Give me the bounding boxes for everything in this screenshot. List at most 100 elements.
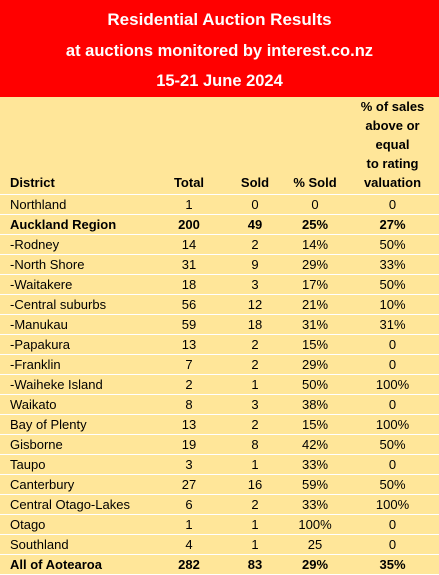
table-header-row: District Total Sold % Sold % of sales ab… — [0, 97, 439, 195]
header-total: Total — [152, 97, 226, 195]
cell-district: -Franklin — [0, 354, 152, 375]
cell-pct-above-valuation: 0 — [346, 194, 439, 215]
cell-sold: 1 — [226, 374, 284, 395]
table-body: Northland 1 0 0 0 Auckland Region 200 49 25% 27% -… — [0, 194, 439, 575]
cell-sold: 12 — [226, 294, 284, 315]
cell-pct-above-valuation: 50% — [346, 474, 439, 495]
auction-results-table: District Total Sold % Sold % of sales ab… — [0, 97, 439, 575]
cell-district: All of Aotearoa — [0, 554, 152, 575]
cell-total: 13 — [152, 414, 226, 435]
cell-total: 18 — [152, 274, 226, 295]
cell-total: 2 — [152, 374, 226, 395]
header-pct-above-line3: to rating — [366, 156, 419, 171]
header-district: District — [0, 97, 152, 195]
cell-district: Gisborne — [0, 434, 152, 455]
header-pct-above-line4: valuation — [363, 175, 422, 190]
cell-district: Southland — [0, 534, 152, 555]
cell-sold: 0 — [226, 194, 284, 215]
cell-pct-above-valuation: 0 — [346, 534, 439, 555]
cell-sold: 3 — [226, 394, 284, 415]
cell-district: Waikato — [0, 394, 152, 415]
title-banner: Residential Auction Results at auctions … — [0, 0, 439, 97]
cell-pct-above-valuation: 31% — [346, 314, 439, 335]
table-row: Bay of Plenty 13 2 15% 100% — [0, 414, 439, 435]
cell-total: 13 — [152, 334, 226, 355]
cell-pct-sold: 33% — [284, 454, 346, 475]
cell-sold: 83 — [226, 554, 284, 575]
cell-total: 282 — [152, 554, 226, 575]
cell-sold: 2 — [226, 494, 284, 515]
cell-sold: 1 — [226, 454, 284, 475]
cell-total: 3 — [152, 454, 226, 475]
cell-pct-sold: 59% — [284, 474, 346, 495]
cell-pct-above-valuation: 50% — [346, 434, 439, 455]
cell-pct-sold: 42% — [284, 434, 346, 455]
cell-sold: 2 — [226, 414, 284, 435]
cell-pct-sold: 0 — [284, 194, 346, 215]
cell-pct-above-valuation: 0 — [346, 334, 439, 355]
cell-district: Otago — [0, 514, 152, 535]
table-row: Taupo 3 1 33% 0 — [0, 454, 439, 475]
cell-sold: 1 — [226, 514, 284, 535]
cell-pct-sold: 29% — [284, 354, 346, 375]
table-row: -North Shore 31 9 29% 33% — [0, 254, 439, 275]
report-date-range: 15-21 June 2024 — [156, 72, 283, 90]
cell-district: -Rodney — [0, 234, 152, 255]
cell-sold: 18 — [226, 314, 284, 335]
cell-pct-sold: 21% — [284, 294, 346, 315]
cell-total: 1 — [152, 194, 226, 215]
table-row: Northland 1 0 0 0 — [0, 194, 439, 215]
cell-pct-sold: 29% — [284, 554, 346, 575]
header-pct-above-line2: above or equal — [365, 118, 420, 152]
cell-pct-sold: 50% — [284, 374, 346, 395]
cell-district: Central Otago-Lakes — [0, 494, 152, 515]
cell-total: 27 — [152, 474, 226, 495]
cell-pct-above-valuation: 50% — [346, 274, 439, 295]
cell-district: -Papakura — [0, 334, 152, 355]
table-row: Southland 4 1 25 0 — [0, 534, 439, 555]
cell-pct-sold: 14% — [284, 234, 346, 255]
cell-pct-sold: 29% — [284, 254, 346, 275]
cell-total: 4 — [152, 534, 226, 555]
cell-total: 14 — [152, 234, 226, 255]
cell-total: 56 — [152, 294, 226, 315]
table-row: Canterbury 27 16 59% 50% — [0, 474, 439, 495]
cell-district: -Waitakere — [0, 274, 152, 295]
cell-total: 6 — [152, 494, 226, 515]
cell-pct-above-valuation: 35% — [346, 554, 439, 575]
table-row: Waikato 8 3 38% 0 — [0, 394, 439, 415]
cell-sold: 8 — [226, 434, 284, 455]
cell-pct-sold: 15% — [284, 414, 346, 435]
table-row: All of Aotearoa 282 83 29% 35% — [0, 554, 439, 575]
header-pct-above-valuation: % of sales above or equal to rating valu… — [346, 97, 439, 195]
table-row: -Manukau 59 18 31% 31% — [0, 314, 439, 335]
cell-pct-above-valuation: 10% — [346, 294, 439, 315]
cell-total: 8 — [152, 394, 226, 415]
cell-sold: 2 — [226, 234, 284, 255]
cell-district: Bay of Plenty — [0, 414, 152, 435]
report-title: Residential Auction Results — [107, 10, 332, 29]
cell-pct-sold: 25% — [284, 214, 346, 235]
cell-total: 59 — [152, 314, 226, 335]
cell-pct-above-valuation: 0 — [346, 354, 439, 375]
cell-pct-above-valuation: 33% — [346, 254, 439, 275]
table-row: -Central suburbs 56 12 21% 10% — [0, 294, 439, 315]
cell-pct-sold: 15% — [284, 334, 346, 355]
cell-sold: 2 — [226, 334, 284, 355]
cell-district: Canterbury — [0, 474, 152, 495]
table-row: -Rodney 14 2 14% 50% — [0, 234, 439, 255]
header-pct-sold: % Sold — [284, 97, 346, 195]
cell-district: Northland — [0, 194, 152, 215]
cell-pct-above-valuation: 0 — [346, 454, 439, 475]
table-row: -Papakura 13 2 15% 0 — [0, 334, 439, 355]
cell-total: 7 — [152, 354, 226, 375]
table-row: -Waitakere 18 3 17% 50% — [0, 274, 439, 295]
cell-total: 31 — [152, 254, 226, 275]
cell-sold: 1 — [226, 534, 284, 555]
table-row: Auckland Region 200 49 25% 27% — [0, 214, 439, 235]
cell-sold: 49 — [226, 214, 284, 235]
cell-pct-sold: 31% — [284, 314, 346, 335]
cell-sold: 16 — [226, 474, 284, 495]
cell-pct-sold: 100% — [284, 514, 346, 535]
